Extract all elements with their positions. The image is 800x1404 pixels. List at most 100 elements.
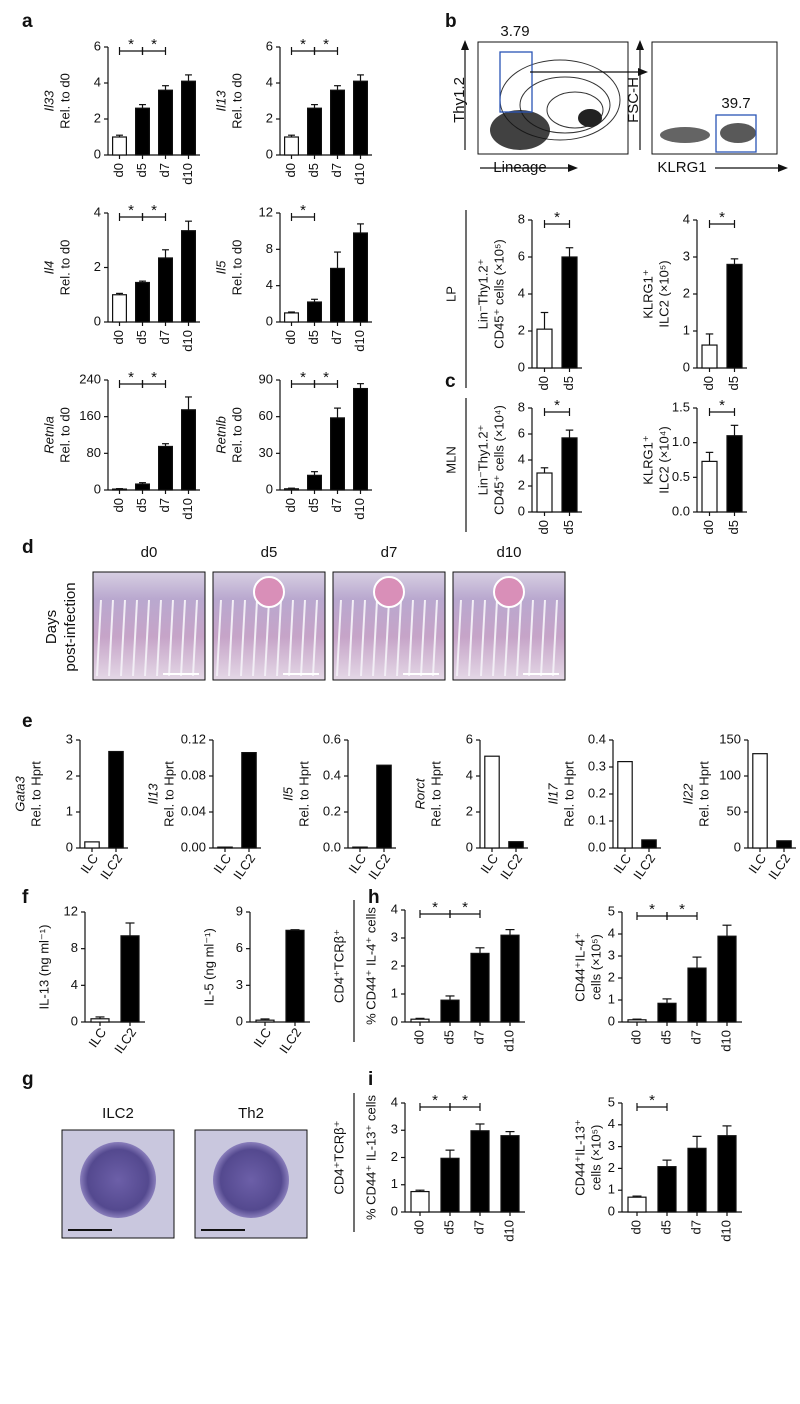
bar (158, 445, 174, 491)
bar (687, 1147, 707, 1213)
y-tick-label: 3 (608, 1138, 615, 1153)
bar (536, 472, 553, 513)
bar (120, 935, 140, 1023)
bar (701, 460, 718, 513)
x-tick-label: d5 (441, 1030, 456, 1044)
y-tick-label: 0 (734, 839, 741, 854)
y-tick-label: 0.2 (588, 785, 606, 800)
y-tick-label: 8 (518, 399, 525, 414)
bar (508, 841, 524, 849)
bar (353, 80, 369, 156)
x-tick-label: d10 (501, 1220, 516, 1242)
y-tick-label: 8 (266, 241, 273, 256)
y-tick-label: 2 (518, 322, 525, 337)
y-axis-label: IL-5 (ng ml⁻¹) (201, 928, 216, 1006)
y-tick-label: 1 (391, 985, 398, 1000)
y-tick-label: 0 (608, 1203, 615, 1218)
villus (492, 599, 498, 677)
villus (216, 599, 222, 677)
significance-star: * (462, 1092, 468, 1109)
bar (353, 387, 369, 491)
x-tick-label: d10 (501, 1030, 516, 1052)
villus (360, 599, 366, 677)
y-axis-label: Gata3 (12, 776, 27, 812)
bar (284, 488, 300, 491)
y-tick-label: 0.0 (588, 839, 606, 854)
y-tick-label: 6 (466, 731, 473, 746)
y-tick-label: 0.0 (323, 839, 341, 854)
y-tick-label: 4 (518, 451, 525, 466)
y-axis-label: Retnlb (213, 416, 228, 454)
y-tick-label: 9 (236, 903, 243, 918)
y-axis-label: Il13 (213, 90, 228, 112)
x-tick-label: d7 (329, 330, 344, 344)
bar (111, 294, 127, 323)
bar (470, 1130, 490, 1213)
y-tick-label: 2 (266, 110, 273, 125)
panel-label: b (445, 11, 457, 32)
significance-star: * (151, 369, 157, 386)
y-tick-label: 2 (518, 477, 525, 492)
significance-star: * (128, 369, 134, 386)
villus (312, 599, 318, 677)
y-tick-label: 160 (79, 408, 101, 423)
y-axis-label: Rel. to d0 (229, 407, 244, 463)
significance-star: * (300, 36, 306, 53)
y-tick-label: 4 (391, 901, 398, 916)
y-tick-label: 0.1 (588, 812, 606, 827)
x-tick-label: d7 (688, 1030, 703, 1044)
x-tick-label: ILC2 (97, 851, 125, 882)
gate-value: 3.79 (500, 23, 529, 40)
bar (284, 136, 300, 156)
bar (217, 846, 233, 849)
y-tick-label: 60 (259, 408, 273, 423)
y-tick-label: 1 (608, 1182, 615, 1197)
column-label: ILC2 (102, 1105, 134, 1122)
x-tick-label: d0 (536, 520, 551, 534)
significance-star: * (649, 1092, 655, 1109)
x-tick-label: d7 (329, 163, 344, 177)
bar (158, 89, 174, 156)
villus (240, 599, 246, 677)
bar (241, 751, 257, 849)
x-tick-label: d5 (726, 376, 741, 390)
y-tick-label: 4 (266, 74, 273, 89)
panel-label: c (445, 371, 456, 392)
x-tick-label: d0 (283, 498, 298, 512)
significance-star: * (679, 901, 685, 918)
y-tick-label: 4 (391, 1094, 398, 1109)
y-axis-label: Rel. to d0 (57, 407, 72, 463)
x-tick-label: d0 (628, 1220, 643, 1234)
x-tick-label: d7 (157, 498, 172, 512)
x-tick-label: ILC2 (276, 1025, 304, 1056)
x-tick-label: d10 (180, 498, 195, 520)
y-tick-label: 50 (727, 803, 741, 818)
y-tick-label: 1 (391, 1176, 398, 1191)
y-tick-label: 2 (94, 110, 101, 125)
axis-label: KLRG1 (657, 159, 706, 176)
bar (158, 257, 174, 323)
x-tick-label: d0 (111, 330, 126, 344)
bar (440, 999, 460, 1023)
y-tick-label: 0.04 (181, 803, 206, 818)
bar (470, 952, 490, 1023)
y-axis-label: Il5 (213, 260, 228, 275)
villus (528, 599, 534, 677)
y-tick-label: 0.5 (672, 469, 690, 484)
y-axis-label: Retnla (41, 416, 56, 454)
y-tick-label: 2 (66, 767, 73, 782)
y-tick-label: 3 (236, 977, 243, 992)
villus (108, 599, 114, 677)
y-tick-label: 0 (266, 146, 273, 161)
x-tick-label: d0 (283, 330, 298, 344)
x-tick-label: d10 (352, 330, 367, 352)
x-tick-label: d5 (306, 330, 321, 344)
x-tick-label: d10 (718, 1030, 733, 1052)
significance-star: * (719, 209, 725, 226)
y-tick-label: 1 (66, 803, 73, 818)
y-axis-label: Rel. to d0 (57, 73, 72, 129)
villus (132, 599, 138, 677)
axis-label: FSC-H (625, 77, 642, 123)
villus (228, 599, 234, 677)
